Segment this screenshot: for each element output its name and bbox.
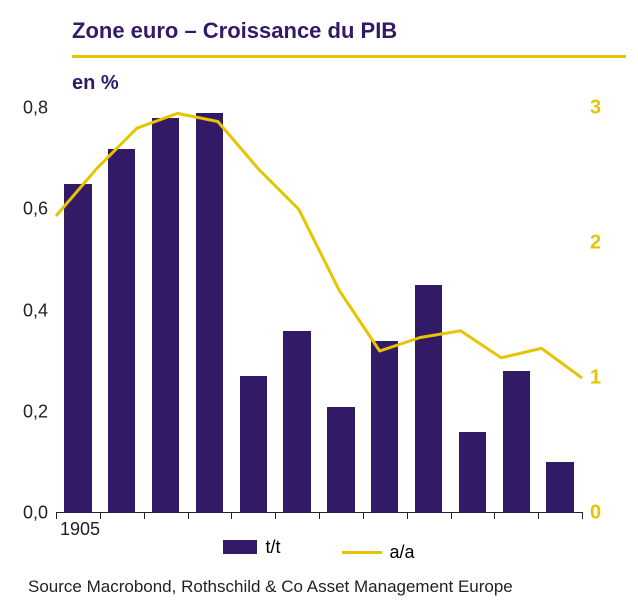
x-tick — [494, 513, 495, 519]
y-left-tick: 0,8 — [23, 98, 48, 119]
x-tick — [231, 513, 232, 519]
x-tick — [188, 513, 189, 519]
series-line — [56, 113, 582, 378]
x-tick — [144, 513, 145, 519]
plot-area: 0,00,20,40,60,801231905 — [56, 108, 582, 513]
chart-title: Zone euro – Croissance du PIB — [72, 18, 397, 44]
y-left-tick: 0,0 — [23, 503, 48, 524]
y-right-tick: 3 — [590, 97, 601, 120]
legend-label-line: a/a — [390, 542, 415, 563]
legend-swatch-bar — [223, 540, 257, 554]
x-tick — [538, 513, 539, 519]
y-right-tick: 2 — [590, 232, 601, 255]
y-right-tick: 0 — [590, 502, 601, 525]
line-layer — [56, 108, 582, 513]
x-tick — [582, 513, 583, 519]
x-tick — [319, 513, 320, 519]
chart-subtitle: en % — [72, 72, 119, 95]
legend-label-bar: t/t — [265, 537, 280, 558]
source-text: Source Macrobond, Rothschild & Co Asset … — [28, 577, 513, 597]
x-tick — [451, 513, 452, 519]
y-left-tick: 0,4 — [23, 300, 48, 321]
x-tick — [56, 513, 57, 519]
legend-item-bar: t/t — [223, 537, 280, 558]
accent-rule — [72, 55, 626, 58]
legend-item-line: a/a — [342, 542, 415, 563]
y-right-tick: 1 — [590, 367, 601, 390]
x-tick — [407, 513, 408, 519]
legend: t/t a/a — [0, 537, 638, 564]
y-left-tick: 0,6 — [23, 199, 48, 220]
y-left-tick: 0,2 — [23, 401, 48, 422]
x-tick — [275, 513, 276, 519]
x-tick — [363, 513, 364, 519]
legend-swatch-line — [342, 551, 382, 554]
